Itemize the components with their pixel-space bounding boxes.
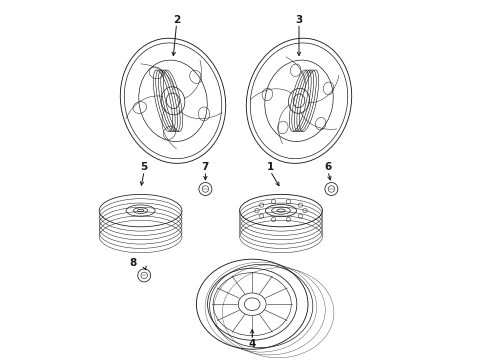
- Text: 5: 5: [141, 162, 148, 172]
- Text: 3: 3: [295, 15, 303, 25]
- Text: 2: 2: [173, 15, 180, 25]
- Text: 8: 8: [130, 258, 137, 268]
- Text: 4: 4: [248, 339, 256, 349]
- Text: 7: 7: [202, 162, 209, 172]
- Text: 6: 6: [324, 162, 331, 172]
- Text: 1: 1: [267, 162, 274, 172]
